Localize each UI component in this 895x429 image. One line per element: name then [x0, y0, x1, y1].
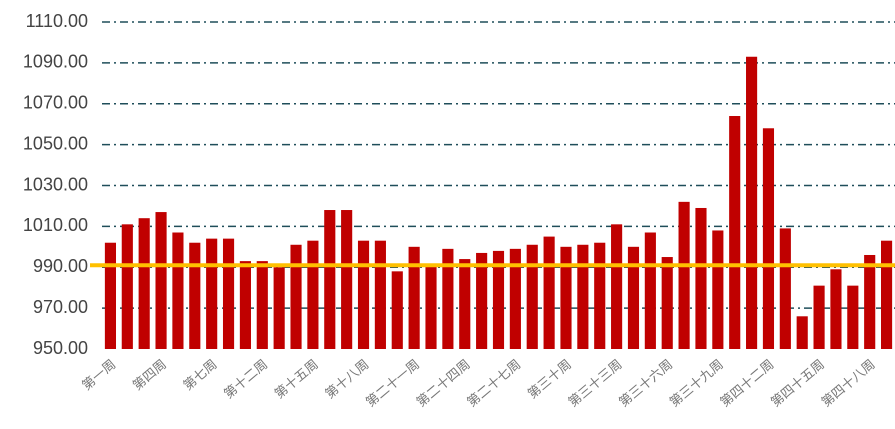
x-tick-label: 第三十九周: [667, 356, 726, 409]
bar: [729, 116, 741, 349]
x-tick-label: 第二十四周: [413, 356, 472, 409]
bar: [830, 269, 842, 349]
bar: [104, 242, 117, 349]
y-tick-label: 1050.00: [23, 133, 88, 153]
bar: [661, 257, 673, 349]
y-tick-label: 1030.00: [23, 174, 88, 194]
y-tick-label: 990.00: [33, 256, 88, 276]
x-tick-label: 第四周: [130, 356, 170, 393]
bar: [425, 265, 437, 349]
x-tick-label: 第二十一周: [363, 356, 422, 409]
bar: [341, 210, 353, 349]
bar: [611, 224, 623, 349]
x-tick-label: 第三十周: [525, 356, 574, 401]
bar: [526, 244, 538, 349]
bar: [695, 207, 707, 349]
bar: [189, 242, 201, 349]
bar: [864, 254, 876, 349]
bar: [796, 316, 808, 349]
bar: [712, 230, 724, 349]
x-tick-label: 第三十三周: [565, 356, 624, 409]
bar: [256, 261, 268, 349]
bar: [476, 252, 488, 349]
bar: [273, 267, 285, 349]
x-tick-label: 第十五周: [272, 356, 321, 401]
bar: [324, 210, 336, 349]
bar: [357, 240, 370, 349]
bar: [307, 240, 319, 349]
bar: [627, 246, 640, 349]
y-tick-label: 1010.00: [23, 215, 88, 235]
x-tick-label: 第七周: [180, 356, 220, 393]
bar: [206, 238, 218, 349]
y-tick-label: 1070.00: [23, 93, 88, 113]
x-tick-label: 第十二周: [221, 356, 270, 401]
x-tick-label: 第十八周: [322, 356, 371, 401]
bar: [492, 250, 505, 349]
y-tick-label: 1110.00: [26, 11, 88, 31]
bar: [442, 248, 454, 349]
x-tick-label: 第四十五周: [768, 356, 827, 409]
bar: [239, 261, 251, 349]
bar: [644, 232, 656, 349]
bar: [560, 246, 572, 349]
bar: [594, 242, 606, 349]
bar: [374, 240, 386, 349]
bar: [172, 232, 184, 349]
x-tick-label: 第二十七周: [464, 356, 523, 409]
bar: [543, 236, 555, 349]
bar: [408, 246, 420, 349]
bar: [138, 218, 150, 349]
bar: [577, 244, 589, 349]
bar: [222, 238, 235, 349]
bar: [847, 285, 859, 349]
y-tick-label: 970.00: [33, 297, 88, 317]
y-tick-label: 1090.00: [23, 52, 88, 72]
bar: [459, 259, 471, 349]
bar: [155, 212, 167, 349]
x-tick-label: 第三十六周: [616, 356, 675, 409]
bar: [290, 244, 302, 349]
x-tick-label: 第四十八周: [818, 356, 877, 409]
bar: [880, 240, 893, 349]
bar: [121, 224, 133, 349]
bar: [779, 228, 791, 349]
bar: [762, 128, 775, 349]
x-tick-label: 第一周: [79, 356, 119, 393]
bar: [746, 56, 758, 350]
bar: [678, 201, 690, 349]
bar: [813, 285, 825, 349]
bar: [509, 248, 521, 349]
x-tick-label: 第四十二周: [717, 356, 776, 409]
bar: [391, 271, 403, 349]
y-tick-label: 950.00: [33, 338, 88, 358]
